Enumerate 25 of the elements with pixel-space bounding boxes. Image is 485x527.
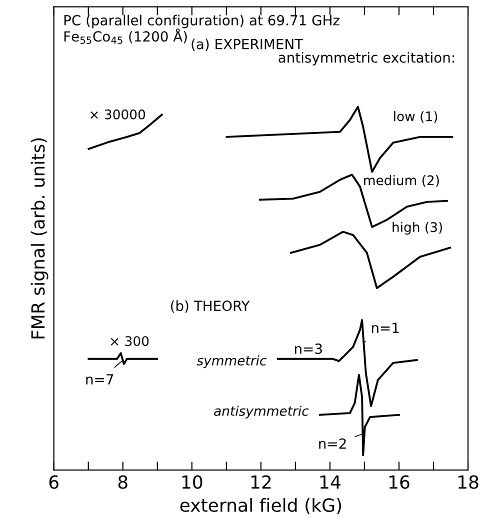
series-label: high (3) bbox=[392, 222, 442, 235]
series-label: antisymmetric bbox=[214, 406, 309, 418]
x-axis-title: external field (kG) bbox=[180, 498, 342, 514]
chart-subtitle: Fe$_{55}$Co$_{45}$ (1200 Å) bbox=[64, 28, 187, 44]
series-label: × 300 bbox=[110, 336, 149, 346]
x-tick-label: 16 bbox=[389, 475, 410, 489]
text: (a) EXPERIMENT bbox=[192, 38, 304, 51]
annotation: (b) THEORY bbox=[171, 300, 250, 313]
x-tick-label: 8 bbox=[118, 475, 128, 489]
annotation: n=1 bbox=[372, 322, 399, 333]
series-label: medium (2) bbox=[364, 175, 439, 187]
x-tick-label: 18 bbox=[458, 475, 478, 489]
text: antisymmetric excitation: bbox=[278, 52, 454, 66]
annotation: n=7 bbox=[86, 374, 114, 384]
y-axis-title: FMR signal (arb. units) bbox=[30, 138, 48, 338]
series-label: symmetric bbox=[196, 355, 267, 368]
annotation: n=2 bbox=[319, 438, 346, 449]
annotation: n=3 bbox=[295, 344, 322, 354]
x-tick-label: 10 bbox=[182, 475, 202, 489]
chart-title: PC (parallel configuration) at 69.71 GHz bbox=[64, 14, 340, 28]
series-label: low (1) bbox=[394, 111, 438, 123]
x-tick-label: 14 bbox=[320, 476, 340, 489]
x-tick-label: 6 bbox=[49, 475, 58, 489]
x-tick-label: 12 bbox=[251, 475, 271, 489]
series-label: × 30000 bbox=[90, 109, 146, 120]
